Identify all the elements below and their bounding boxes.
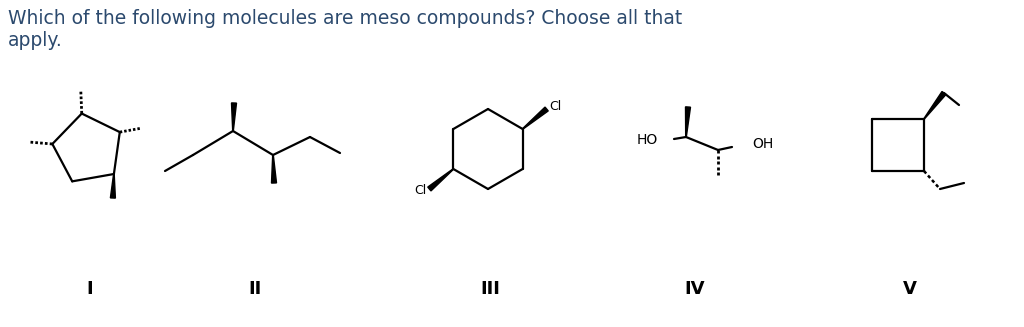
- Text: III: III: [480, 280, 500, 298]
- Text: apply.: apply.: [8, 31, 62, 50]
- Text: IV: IV: [685, 280, 706, 298]
- Polygon shape: [271, 155, 276, 183]
- Text: V: V: [903, 280, 916, 298]
- Text: Cl: Cl: [550, 100, 562, 113]
- Polygon shape: [522, 107, 548, 129]
- Text: Cl: Cl: [414, 184, 426, 198]
- Text: II: II: [249, 280, 261, 298]
- Polygon shape: [924, 92, 946, 119]
- Text: HO: HO: [637, 133, 658, 147]
- Polygon shape: [111, 174, 116, 198]
- Text: OH: OH: [752, 137, 773, 151]
- Text: Which of the following molecules are meso compounds? Choose all that: Which of the following molecules are mes…: [8, 9, 682, 28]
- Polygon shape: [231, 103, 237, 131]
- Polygon shape: [685, 107, 690, 137]
- Polygon shape: [428, 169, 454, 191]
- Text: I: I: [87, 280, 93, 298]
